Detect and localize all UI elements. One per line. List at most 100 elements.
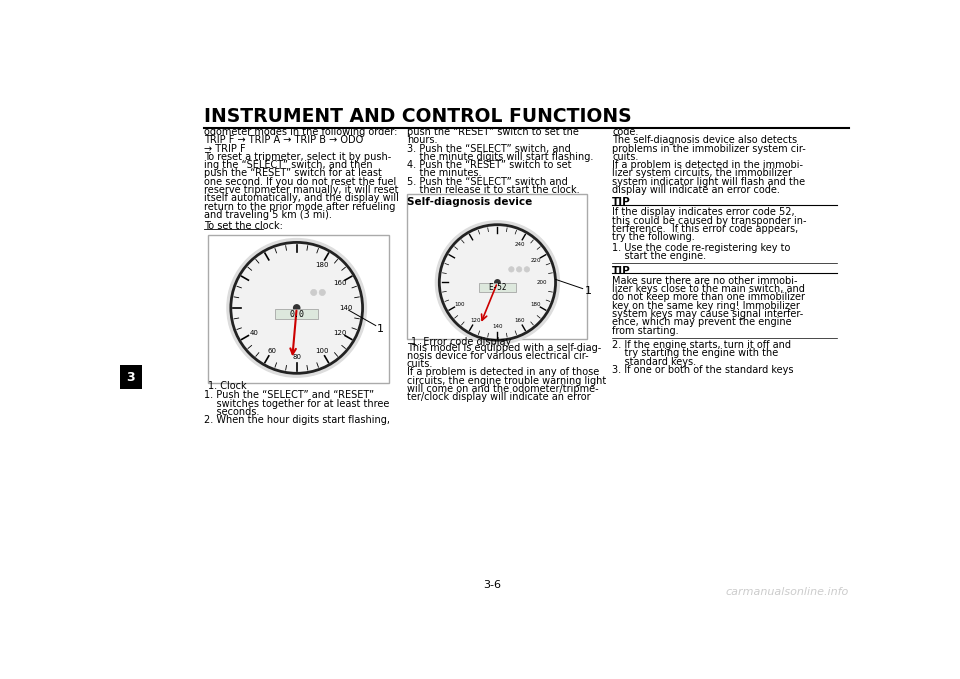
Text: If a problem is detected in any of those: If a problem is detected in any of those bbox=[407, 367, 599, 378]
Text: push the “RESET” switch to set the: push the “RESET” switch to set the bbox=[407, 127, 579, 137]
Text: 0.0: 0.0 bbox=[289, 310, 304, 318]
Text: itself automatically, and the display will: itself automatically, and the display wi… bbox=[204, 194, 399, 204]
Circle shape bbox=[509, 267, 515, 272]
Text: TIP: TIP bbox=[612, 198, 631, 207]
Text: ing the “SELECT” switch, and then: ing the “SELECT” switch, and then bbox=[204, 160, 373, 170]
Text: try the following.: try the following. bbox=[612, 232, 695, 242]
Text: 2. If the engine starts, turn it off and: 2. If the engine starts, turn it off and bbox=[612, 340, 791, 350]
Circle shape bbox=[436, 221, 560, 344]
Text: 100: 100 bbox=[315, 348, 328, 354]
Text: from starting.: from starting. bbox=[612, 325, 679, 335]
Circle shape bbox=[230, 242, 363, 373]
Text: 5. Push the “SELECT” switch and: 5. Push the “SELECT” switch and bbox=[407, 177, 567, 187]
Text: 3: 3 bbox=[127, 371, 135, 384]
Text: TRIP F → TRIP A → TRIP B → ODO: TRIP F → TRIP A → TRIP B → ODO bbox=[204, 135, 364, 145]
Text: 120: 120 bbox=[333, 329, 347, 335]
Text: odometer modes in the following order:: odometer modes in the following order: bbox=[204, 127, 397, 137]
Text: 1. Clock: 1. Clock bbox=[208, 381, 247, 391]
Text: 240: 240 bbox=[515, 242, 525, 247]
Circle shape bbox=[524, 267, 530, 272]
Text: 40: 40 bbox=[250, 329, 258, 335]
Text: 3-6: 3-6 bbox=[483, 581, 501, 591]
Text: 180: 180 bbox=[531, 302, 540, 307]
Text: 220: 220 bbox=[531, 258, 540, 263]
Text: If the display indicates error code 52,: If the display indicates error code 52, bbox=[612, 207, 795, 217]
Text: 60: 60 bbox=[268, 348, 276, 354]
Text: do not keep more than one immobilizer: do not keep more than one immobilizer bbox=[612, 292, 805, 302]
Text: 1: 1 bbox=[585, 286, 592, 296]
Text: INSTRUMENT AND CONTROL FUNCTIONS: INSTRUMENT AND CONTROL FUNCTIONS bbox=[204, 107, 632, 126]
Text: E-52: E-52 bbox=[489, 283, 507, 293]
Text: 180: 180 bbox=[315, 262, 328, 268]
Text: push the “RESET” switch for at least: push the “RESET” switch for at least bbox=[204, 168, 382, 179]
Text: display will indicate an error code.: display will indicate an error code. bbox=[612, 185, 780, 195]
Text: 3. Push the “SELECT” switch, and: 3. Push the “SELECT” switch, and bbox=[407, 143, 570, 153]
Text: circuits, the engine trouble warning light: circuits, the engine trouble warning lig… bbox=[407, 375, 606, 386]
Text: Self-diagnosis device: Self-diagnosis device bbox=[407, 198, 532, 207]
Text: 3. If one or both of the standard keys: 3. If one or both of the standard keys bbox=[612, 365, 794, 375]
Text: → TRIP F: → TRIP F bbox=[204, 143, 246, 153]
Text: 80: 80 bbox=[292, 354, 301, 360]
Text: seconds.: seconds. bbox=[204, 407, 260, 417]
Text: 200: 200 bbox=[537, 280, 547, 285]
Text: the minute digits will start flashing.: the minute digits will start flashing. bbox=[407, 152, 593, 162]
Circle shape bbox=[319, 289, 325, 295]
Circle shape bbox=[440, 225, 556, 340]
Text: Make sure there are no other immobi-: Make sure there are no other immobi- bbox=[612, 276, 798, 286]
Text: 140: 140 bbox=[492, 324, 503, 329]
Text: ter/clock display will indicate an error: ter/clock display will indicate an error bbox=[407, 392, 590, 403]
Circle shape bbox=[294, 305, 300, 311]
Text: carmanualsonline.info: carmanualsonline.info bbox=[725, 587, 849, 597]
Circle shape bbox=[516, 267, 522, 272]
Text: reserve tripmeter manually, it will reset: reserve tripmeter manually, it will rese… bbox=[204, 185, 399, 195]
Circle shape bbox=[494, 280, 500, 285]
Text: lizer system circuits, the immobilizer: lizer system circuits, the immobilizer bbox=[612, 168, 792, 179]
Text: start the engine.: start the engine. bbox=[612, 251, 707, 261]
Circle shape bbox=[227, 238, 367, 377]
Text: cuits.: cuits. bbox=[407, 359, 433, 369]
Text: cuits.: cuits. bbox=[612, 152, 638, 162]
Text: To reset a tripmeter, select it by push-: To reset a tripmeter, select it by push- bbox=[204, 152, 392, 162]
Text: This model is equipped with a self-diag-: This model is equipped with a self-diag- bbox=[407, 342, 601, 352]
Text: problems in the immobilizer system cir-: problems in the immobilizer system cir- bbox=[612, 143, 805, 153]
Text: then release it to start the clock.: then release it to start the clock. bbox=[407, 185, 580, 195]
Text: try starting the engine with the: try starting the engine with the bbox=[612, 348, 779, 359]
Text: terference.  If this error code appears,: terference. If this error code appears, bbox=[612, 224, 799, 234]
Text: system keys may cause signal interfer-: system keys may cause signal interfer- bbox=[612, 309, 804, 319]
Text: 1. Use the code re-registering key to: 1. Use the code re-registering key to bbox=[612, 243, 790, 253]
Text: one second. If you do not reset the fuel: one second. If you do not reset the fuel bbox=[204, 177, 396, 187]
Text: this could be caused by transponder in-: this could be caused by transponder in- bbox=[612, 216, 806, 225]
Text: 120: 120 bbox=[470, 318, 481, 323]
Text: 160: 160 bbox=[333, 280, 347, 287]
Text: the minutes.: the minutes. bbox=[407, 168, 481, 179]
Circle shape bbox=[311, 289, 317, 295]
Bar bbox=[208, 236, 389, 384]
Text: TIP: TIP bbox=[612, 265, 631, 276]
Text: ence, which may prevent the engine: ence, which may prevent the engine bbox=[612, 317, 792, 327]
Text: and traveling 5 km (3 mi).: and traveling 5 km (3 mi). bbox=[204, 210, 332, 220]
Text: switches together for at least three: switches together for at least three bbox=[204, 399, 390, 409]
Text: lizer keys close to the main switch, and: lizer keys close to the main switch, and bbox=[612, 284, 805, 294]
Text: If a problem is detected in the immobi-: If a problem is detected in the immobi- bbox=[612, 160, 804, 170]
Text: 1: 1 bbox=[377, 324, 384, 333]
Bar bbox=[407, 194, 588, 339]
Bar bbox=[479, 283, 516, 292]
Text: will come on and the odometer/tripme-: will come on and the odometer/tripme- bbox=[407, 384, 598, 394]
Text: 2. When the hour digits start flashing,: 2. When the hour digits start flashing, bbox=[204, 415, 391, 425]
Text: 140: 140 bbox=[340, 305, 353, 311]
Text: 1. Error code display: 1. Error code display bbox=[411, 337, 511, 347]
Text: nosis device for various electrical cir-: nosis device for various electrical cir- bbox=[407, 351, 588, 361]
Text: code.: code. bbox=[612, 127, 638, 137]
Text: To set the clock:: To set the clock: bbox=[204, 221, 283, 232]
Text: key on the same key ring! Immobilizer: key on the same key ring! Immobilizer bbox=[612, 301, 800, 310]
Text: system indicator light will flash and the: system indicator light will flash and th… bbox=[612, 177, 805, 187]
Text: 100: 100 bbox=[454, 302, 465, 307]
Text: hours.: hours. bbox=[407, 135, 437, 145]
Text: return to the prior mode after refueling: return to the prior mode after refueling bbox=[204, 202, 396, 212]
Text: 1. Push the “SELECT” and “RESET”: 1. Push the “SELECT” and “RESET” bbox=[204, 390, 374, 400]
Bar bbox=[120, 365, 142, 390]
Text: 160: 160 bbox=[515, 318, 525, 323]
Text: standard keys.: standard keys. bbox=[612, 356, 696, 367]
Text: The self-diagnosis device also detects: The self-diagnosis device also detects bbox=[612, 135, 797, 145]
Bar bbox=[275, 310, 319, 318]
